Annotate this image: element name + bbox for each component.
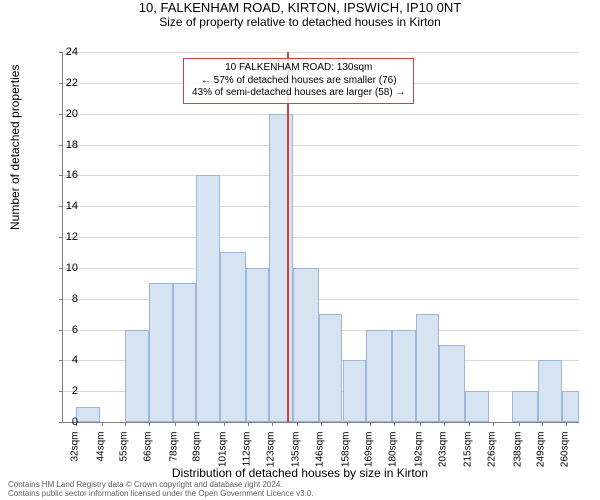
ytick-label: 4 <box>48 354 78 366</box>
gridline <box>63 268 579 269</box>
xtick-mark <box>519 422 520 426</box>
xtick-label: 169sqm <box>364 432 375 482</box>
reference-line <box>287 52 289 422</box>
xtick-label: 66sqm <box>143 432 154 482</box>
xtick-label: 78sqm <box>168 432 179 482</box>
xtick-label: 226sqm <box>487 432 498 482</box>
gridline <box>63 299 579 300</box>
plot-region: 10 FALKENHAM ROAD: 130sqm← 57% of detach… <box>62 52 579 423</box>
annotation-line: ← 57% of detached houses are smaller (76… <box>192 75 405 88</box>
gridline <box>63 206 579 207</box>
histogram-bar <box>173 283 197 422</box>
histogram-bar <box>512 391 538 422</box>
xtick-label: 89sqm <box>192 432 203 482</box>
histogram-bar <box>293 268 319 422</box>
ytick-label: 0 <box>48 416 78 428</box>
gridline <box>63 114 579 115</box>
ytick-label: 22 <box>48 77 78 89</box>
xtick-label: 146sqm <box>315 432 326 482</box>
xtick-mark <box>321 422 322 426</box>
annotation-line: 43% of semi-detached houses are larger (… <box>192 87 405 100</box>
xtick-label: 238sqm <box>512 432 523 482</box>
xtick-label: 260sqm <box>560 432 571 482</box>
gridline <box>63 175 579 176</box>
xtick-mark <box>394 422 395 426</box>
chart-area: 10 FALKENHAM ROAD: 130sqm← 57% of detach… <box>62 52 578 422</box>
xtick-label: 112sqm <box>241 432 252 482</box>
xtick-label: 123sqm <box>265 432 276 482</box>
histogram-bar <box>149 283 173 422</box>
gridline <box>63 52 579 53</box>
ytick-label: 2 <box>48 385 78 397</box>
xtick-mark <box>224 422 225 426</box>
ytick-label: 20 <box>48 108 78 120</box>
xtick-mark <box>469 422 470 426</box>
ytick-label: 10 <box>48 262 78 274</box>
xtick-mark <box>566 422 567 426</box>
ytick-label: 24 <box>48 46 78 58</box>
xtick-label: 44sqm <box>95 432 106 482</box>
xtick-label: 101sqm <box>218 432 229 482</box>
xtick-mark <box>248 422 249 426</box>
ytick-label: 8 <box>48 293 78 305</box>
xtick-mark <box>125 422 126 426</box>
xtick-mark <box>542 422 543 426</box>
xtick-label: 135sqm <box>291 432 302 482</box>
ytick-label: 16 <box>48 169 78 181</box>
annotation-line: 10 FALKENHAM ROAD: 130sqm <box>192 62 405 75</box>
annotation-box: 10 FALKENHAM ROAD: 130sqm← 57% of detach… <box>183 58 414 104</box>
xtick-mark <box>198 422 199 426</box>
chart-title: 10, FALKENHAM ROAD, KIRTON, IPSWICH, IP1… <box>0 0 600 15</box>
ytick-label: 12 <box>48 231 78 243</box>
xtick-mark <box>444 422 445 426</box>
xtick-label: 249sqm <box>536 432 547 482</box>
xtick-mark <box>272 422 273 426</box>
chart-subtitle: Size of property relative to detached ho… <box>0 15 600 29</box>
histogram-bar <box>366 330 392 423</box>
histogram-bar <box>343 360 367 422</box>
xtick-label: 180sqm <box>388 432 399 482</box>
histogram-bar <box>538 360 562 422</box>
histogram-bar <box>196 175 220 422</box>
xtick-label: 192sqm <box>413 432 424 482</box>
ytick-label: 6 <box>48 324 78 336</box>
histogram-bar <box>562 391 579 422</box>
xtick-label: 158sqm <box>340 432 351 482</box>
xtick-label: 203sqm <box>437 432 448 482</box>
ytick-label: 18 <box>48 139 78 151</box>
xtick-mark <box>420 422 421 426</box>
histogram-bar <box>76 407 100 422</box>
xtick-mark <box>149 422 150 426</box>
histogram-bar <box>416 314 440 422</box>
gridline <box>63 237 579 238</box>
attribution-footer: Contains HM Land Registry data © Crown c… <box>8 480 314 498</box>
xtick-mark <box>297 422 298 426</box>
histogram-bar <box>319 314 343 422</box>
histogram-bar <box>439 345 465 422</box>
xtick-label: 55sqm <box>119 432 130 482</box>
xtick-mark <box>102 422 103 426</box>
xtick-mark <box>347 422 348 426</box>
footer-line: Contains public sector information licen… <box>8 489 314 498</box>
histogram-bar <box>220 252 246 422</box>
xtick-mark <box>370 422 371 426</box>
histogram-bar <box>246 268 270 422</box>
xtick-label: 215sqm <box>463 432 474 482</box>
histogram-bar <box>392 330 416 423</box>
xtick-mark <box>175 422 176 426</box>
y-axis-label: Number of detached properties <box>8 65 22 230</box>
xtick-label: 32sqm <box>69 432 80 482</box>
histogram-bar <box>269 114 293 422</box>
histogram-bar <box>125 330 149 423</box>
ytick-label: 14 <box>48 200 78 212</box>
histogram-bar <box>465 391 489 422</box>
gridline <box>63 145 579 146</box>
xtick-mark <box>493 422 494 426</box>
